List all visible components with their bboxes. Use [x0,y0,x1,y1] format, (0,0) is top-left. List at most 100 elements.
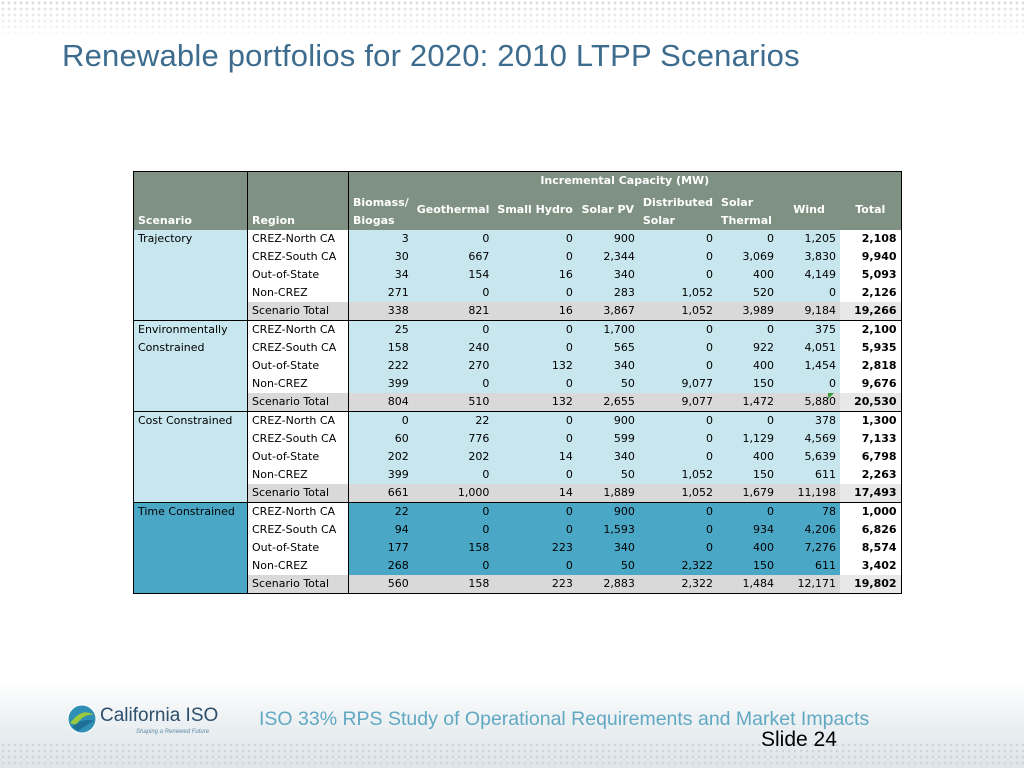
table-row: Environmentally Constrained CREZ-North CA… [133,320,902,412]
value-cell: 400 [717,266,779,284]
slide-number: Slide 24 [761,728,837,751]
value-cell: 0 [638,411,718,430]
value-cell: 776 [412,430,494,448]
total-cell: 19,802 [840,575,902,594]
scenario-block-trajectory: Trajectory CREZ-North CA 3 0 0 900 0 0 1,205 2,10… [133,230,902,321]
value-cell: 1,484 [717,575,779,594]
value-cell: 0 [412,466,494,484]
total-cell: 20,530 [840,393,902,412]
value-cell: 1,000 [412,484,494,503]
value-cell: 158 [412,575,494,594]
value-cell: 223 [493,539,577,557]
region-cell: Non-CREZ [247,375,349,393]
value-cell: 78 [778,502,841,521]
capacity-table-container: Incremental Capacity (MW) Scenario Regio… [133,171,902,594]
value-cell: 1,052 [638,466,718,484]
value-cell: 0 [493,502,577,521]
value-cell: 510 [412,393,494,412]
region-cell: CREZ-South CA [247,248,349,266]
value-cell: 1,129 [717,430,779,448]
value-cell: 223 [493,575,577,594]
value-cell: 0 [493,284,577,302]
value-cell: 0 [638,248,718,266]
table-row: CREZ-South CA 30 667 0 2,344 0 3,069 3,830 9,940 [134,248,902,266]
table-row: Out-of-State 177 158 223 340 0 400 7,276 8,574 [134,539,902,557]
value-cell: 0 [412,502,494,521]
logo-wordmark: California ISO [100,705,219,726]
value-cell: 3,830 [778,248,841,266]
value-cell: 0 [493,521,577,539]
value-cell: 4,569 [778,430,841,448]
table-row: Out-of-State 34 154 16 340 0 400 4,149 5,093 [134,266,902,284]
value-cell: 1,700 [576,320,639,339]
table-row: Trajectory CREZ-North CA 3 0 0 900 0 0 1,205 2,10… [133,230,902,321]
value-cell: 0 [412,320,494,339]
value-cell: 30 [348,248,413,266]
value-cell: 11,198 [778,484,841,503]
value-cell: 338 [348,302,413,321]
logo-globe-icon [67,704,97,734]
region-cell: CREZ-North CA [247,411,349,430]
small-hydro-column-header: Small Hydro [493,190,577,230]
total-cell: 6,826 [840,521,902,539]
scenario-total-row: Scenario Total 560 158 223 2,883 2,322 1,484 12… [134,575,902,594]
cell-comment-marker-icon [828,393,834,399]
region-cell: CREZ-North CA [247,230,349,248]
value-cell: 804 [348,393,413,412]
value-cell: 2,883 [576,575,639,594]
value-cell: 400 [717,539,779,557]
value-cell: 22 [348,502,413,521]
value-cell: 154 [412,266,494,284]
total-cell: 6,798 [840,448,902,466]
value-cell: 60 [348,430,413,448]
slide-title: Renewable portfolios for 2020: 2010 LTPP… [62,38,800,73]
value-cell: 240 [412,339,494,357]
scenario-name: Cost Constrained [133,411,248,503]
table-row: Non-CREZ 268 0 0 50 2,322 150 611 3,402 [134,557,902,575]
total-cell: 7,133 [840,430,902,448]
value-cell: 0 [493,248,577,266]
region-cell: Out-of-State [247,539,349,557]
value-cell: 2,655 [576,393,639,412]
value-cell: 0 [412,230,494,248]
value-cell: 177 [348,539,413,557]
total-cell: 1,300 [840,411,902,430]
header-dot-pattern [0,0,1024,40]
value-cell: 2,322 [638,557,718,575]
value-cell: 150 [717,375,779,393]
region-cell: Out-of-State [247,448,349,466]
scenario-total-row: Scenario Total 804 510 132 2,655 9,077 1,472 5,… [134,393,902,412]
value-cell: 0 [638,339,718,357]
value-cell: 268 [348,557,413,575]
region-cell: Scenario Total [247,393,349,412]
table-row: Non-CREZ 399 0 0 50 1,052 150 611 2,263 [134,466,902,484]
value-cell: 0 [638,521,718,539]
value-cell: 0 [493,557,577,575]
total-cell: 2,100 [840,320,902,339]
value-cell: 158 [348,339,413,357]
value-cell: 340 [576,539,639,557]
distributed-solar-column-header: Distributed Solar [638,190,718,230]
total-cell: 5,935 [840,339,902,357]
value-cell: 611 [778,557,841,575]
total-cell: 2,818 [840,357,902,375]
value-cell: 0 [412,521,494,539]
value-cell: 3 [348,230,413,248]
value-cell: 50 [576,375,639,393]
value-cell: 1,052 [638,302,718,321]
value-cell: 16 [493,302,577,321]
value-cell: 611 [778,466,841,484]
value-cell: 378 [778,411,841,430]
value-cell: 0 [717,230,779,248]
value-cell: 900 [576,502,639,521]
table-row: Non-CREZ 271 0 0 283 1,052 520 0 2,126 [134,284,902,302]
table-row: Non-CREZ 399 0 0 50 9,077 150 0 9,676 [134,375,902,393]
value-cell: 661 [348,484,413,503]
value-cell: 271 [348,284,413,302]
value-cell: 7,276 [778,539,841,557]
region-cell: Non-CREZ [247,284,349,302]
table-header: Incremental Capacity (MW) Scenario Regio… [133,171,902,230]
value-cell: 400 [717,357,779,375]
table-row: CREZ-South CA 94 0 0 1,593 0 934 4,206 6,826 [134,521,902,539]
table-row: Cost Constrained CREZ-North CA 0 22 0 900 0 0 37… [133,411,902,503]
